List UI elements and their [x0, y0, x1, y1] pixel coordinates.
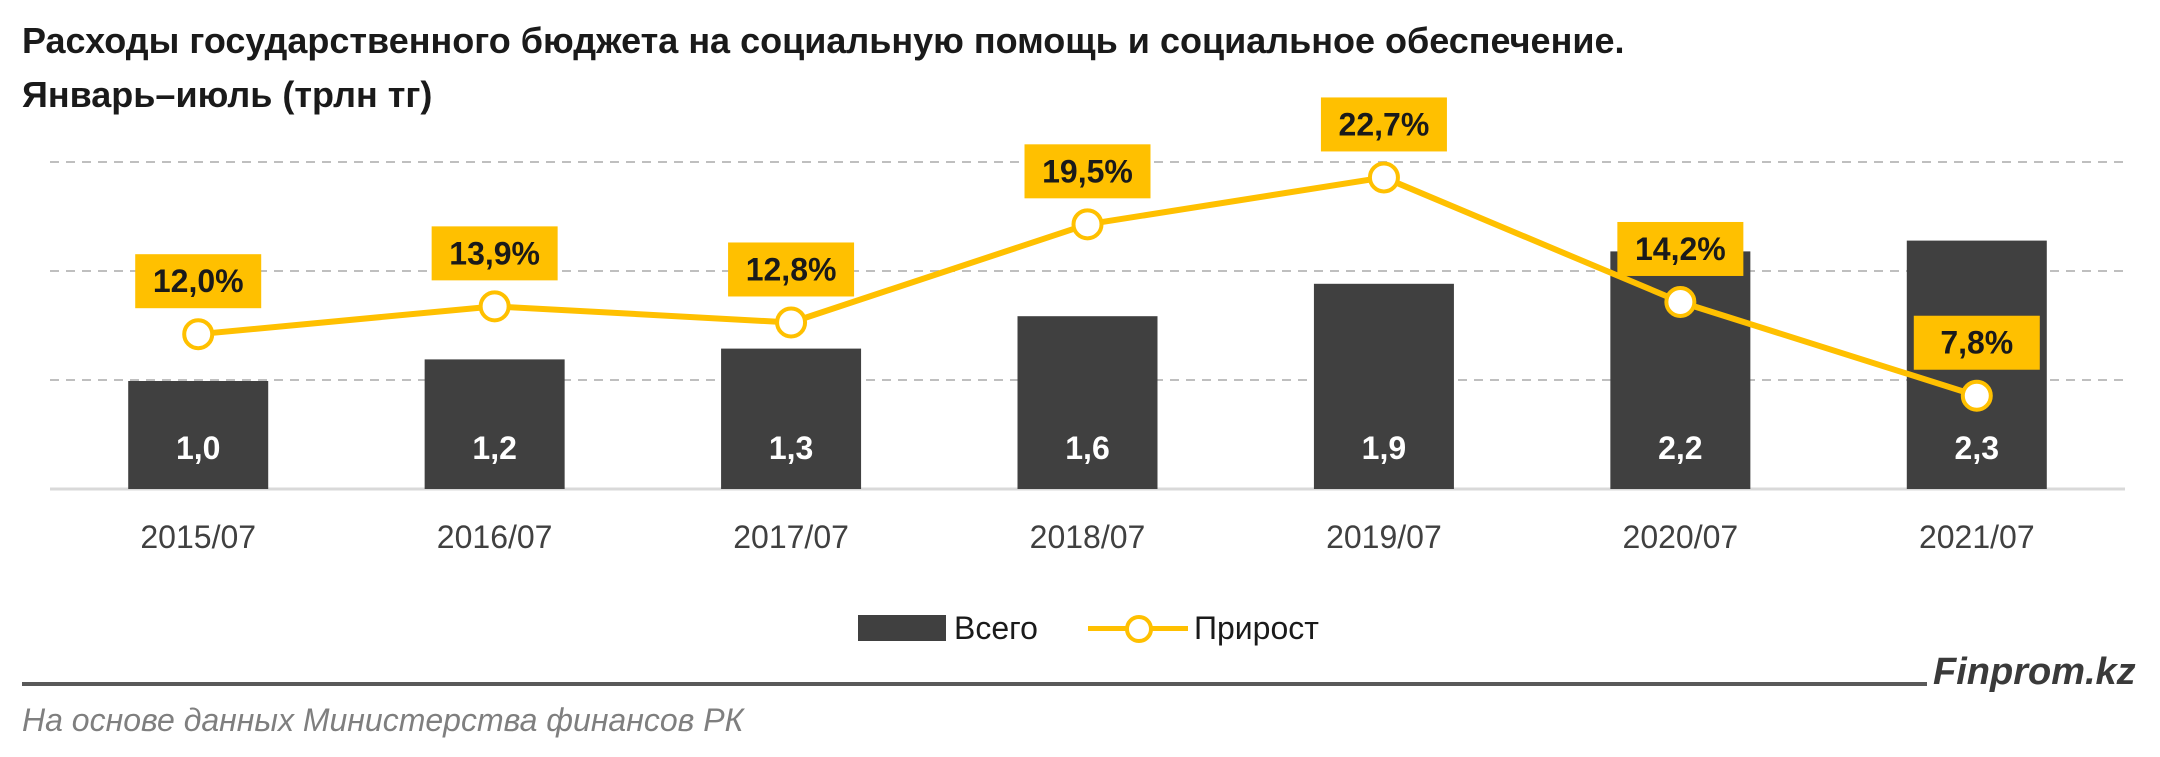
growth-label-box — [135, 254, 262, 309]
bar-value-label: 1,6 — [1065, 430, 1109, 466]
x-tick-label: 2015/07 — [140, 519, 256, 555]
growth-point — [1960, 379, 1993, 412]
bar-value-label: 1,3 — [769, 430, 813, 466]
growth-point — [478, 290, 511, 323]
growth-value-label: 12,0% — [153, 263, 244, 299]
growth-value-label: 13,9% — [449, 235, 540, 271]
growth-value-label: 7,8% — [1940, 325, 2013, 361]
source-note: На основе данных Министерства финансов Р… — [22, 702, 744, 738]
growth-label-box — [431, 226, 558, 281]
chart-title: Расходы государственного бюджета на соци… — [22, 14, 1624, 122]
legend-label-growth: Прирост — [1194, 609, 1319, 646]
bar-value-label: 1,0 — [176, 430, 220, 466]
legend-item-total: Всего — [858, 603, 1038, 653]
chart-title-line-1: Расходы государственного бюджета на соци… — [22, 20, 1625, 61]
x-tick-label: 2016/07 — [437, 519, 553, 555]
legend-bar-swatch — [858, 615, 946, 641]
growth-label-box — [1617, 221, 1744, 276]
x-tick-label: 2017/07 — [733, 519, 849, 555]
chart-title-line-2: Январь–июль (трлн тг) — [22, 74, 433, 115]
brand-logo-text: Finprom.kz — [1933, 651, 2136, 693]
bar-value-label: 1,9 — [1362, 430, 1406, 466]
chart-legend: Всего Прирост — [0, 603, 2160, 653]
chart-canvas: 1,0 1,2 1,3 1,6 1,9 2,2 2,3 2015/07 2016/07 2017/… — [50, 97, 2125, 555]
legend-label-total: Всего — [954, 609, 1038, 646]
growth-value-label: 19,5% — [1042, 153, 1133, 189]
legend-line-swatch — [1088, 613, 1188, 643]
x-tick-label: 2021/07 — [1919, 519, 2035, 555]
growth-value-label: 14,2% — [1635, 231, 1726, 267]
growth-value-label: 12,8% — [746, 251, 837, 287]
x-tick-label: 2018/07 — [1030, 519, 1146, 555]
x-tick-label: 2020/07 — [1623, 519, 1739, 555]
growth-label-box — [728, 242, 855, 297]
bar-value-label: 2,3 — [1955, 430, 1999, 466]
bar — [424, 359, 565, 489]
bar — [1017, 316, 1158, 489]
growth-label-box — [1913, 315, 2040, 370]
x-tick-label: 2019/07 — [1326, 519, 1442, 555]
growth-label-box — [1320, 97, 1447, 152]
growth-point — [1367, 161, 1400, 194]
bar — [1313, 283, 1454, 489]
growth-point — [1664, 285, 1697, 318]
bar-value-label: 2,2 — [1658, 430, 1702, 466]
growth-value-label: 22,7% — [1339, 106, 1430, 142]
bar — [721, 348, 862, 489]
growth-point — [182, 318, 215, 351]
growth-point — [1071, 208, 1104, 241]
bar — [128, 381, 269, 489]
footer-divider — [22, 682, 1927, 686]
legend-item-growth: Прирост — [1088, 603, 1319, 653]
growth-point — [775, 306, 808, 339]
growth-label-box — [1024, 144, 1151, 199]
bar-value-label: 1,2 — [472, 430, 516, 466]
